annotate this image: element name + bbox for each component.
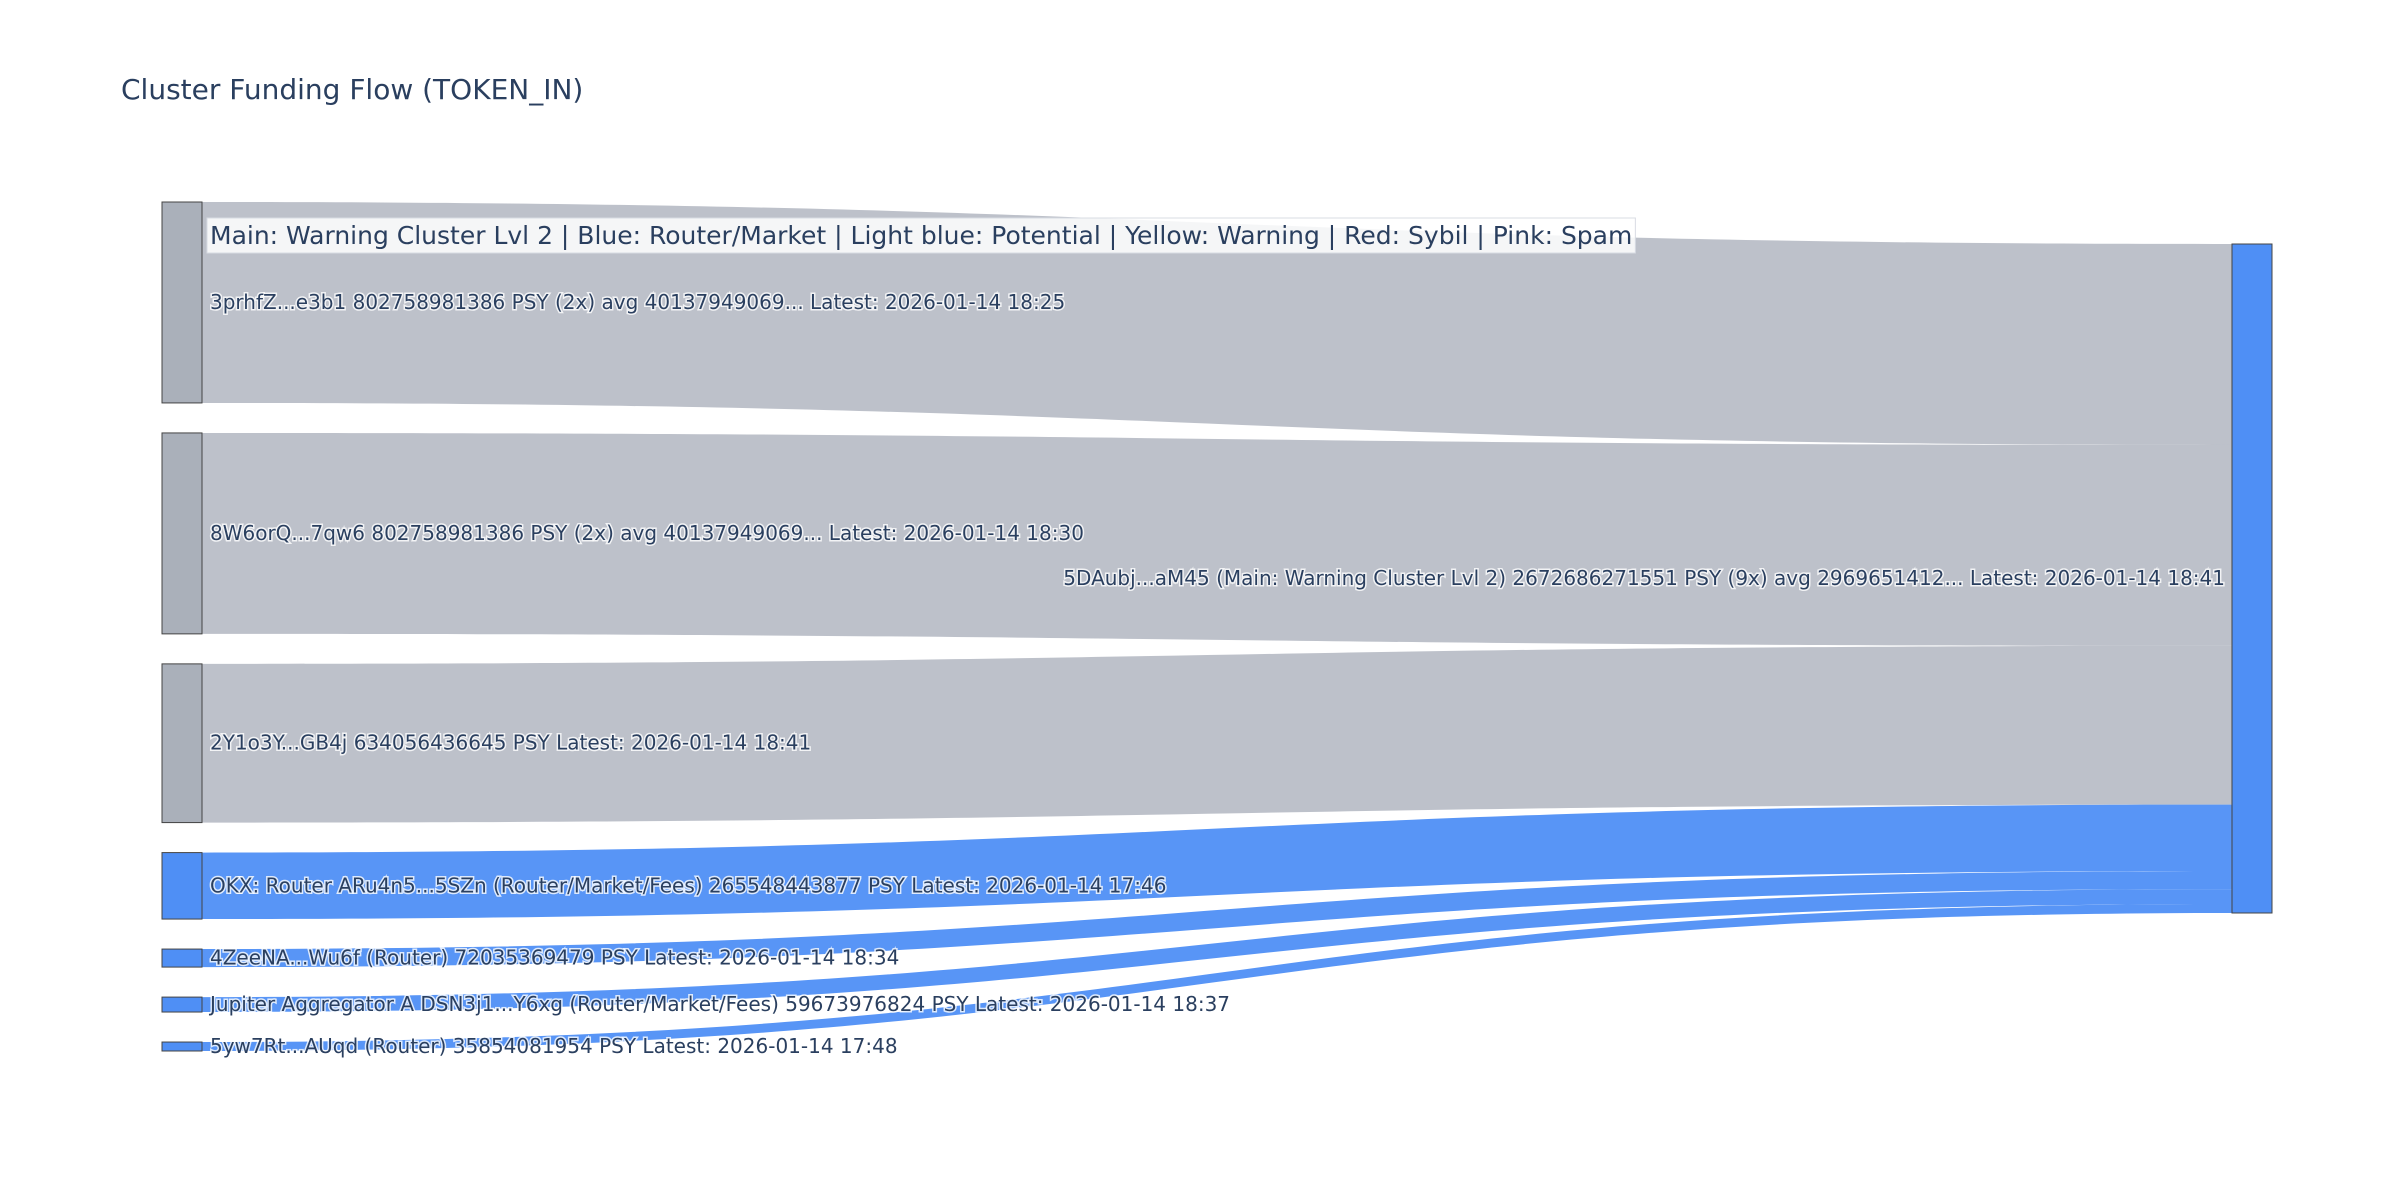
annotation: Main: Warning Cluster Lvl 2 | Blue: Rout… — [210, 221, 1632, 250]
node — [161, 948, 203, 968]
nodes — [161, 201, 2273, 1052]
node-label: 3prhfZ...e3b1 802758981386 PSY (2x) avg … — [210, 290, 1065, 314]
node — [161, 663, 203, 824]
annotation-box — [206, 217, 1636, 254]
labels: 3prhfZ...e3b1 802758981386 PSY (2x) avg … — [207, 288, 2227, 1059]
node-label: 8W6orQ...7qw6 802758981386 PSY (2x) avg … — [210, 521, 1084, 545]
annotation-group: Main: Warning Cluster Lvl 2 | Blue: Rout… — [206, 217, 1636, 254]
link — [202, 871, 2232, 968]
node-label: 4ZeeNA...Wu6f (Router) 72035369479 PSY L… — [210, 946, 899, 970]
link — [202, 202, 2232, 445]
node — [161, 432, 203, 635]
node-label: Jupiter Aggregator A DSN3j1...Y6xg (Rout… — [208, 992, 1230, 1016]
link — [202, 804, 2232, 920]
node — [161, 201, 203, 404]
link — [202, 889, 2232, 1013]
link — [202, 645, 2232, 823]
node — [2231, 243, 2273, 914]
node-label: 5DAubj...aM45 (Main: Warning Cluster Lvl… — [1063, 566, 2225, 590]
node-label: OKX: Router ARu4n5...5SZn (Router/Market… — [210, 873, 1166, 897]
link — [202, 904, 2232, 1051]
node — [161, 1041, 203, 1052]
node-label: 5yw7Rt...AUqd (Router) 35854081954 PSY L… — [210, 1034, 898, 1058]
node — [161, 852, 203, 920]
link — [202, 432, 2232, 646]
chart-title: Cluster Funding Flow (TOKEN_IN) — [121, 73, 583, 106]
links — [202, 202, 2232, 1051]
node — [161, 996, 203, 1013]
node-label: 2Y1o3Y...GB4j 634056436645 PSY Latest: 2… — [210, 731, 811, 755]
